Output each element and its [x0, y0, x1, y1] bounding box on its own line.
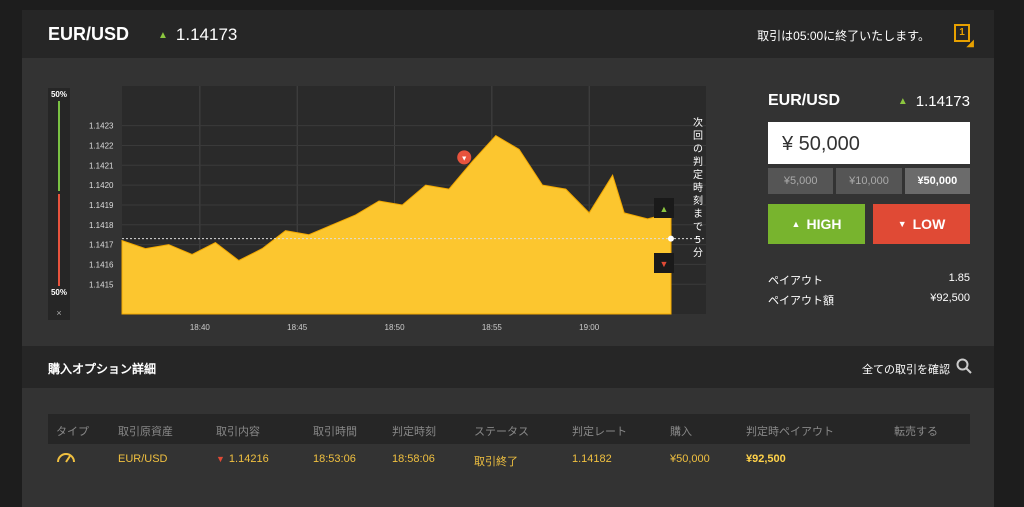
low-button-label: LOW — [912, 216, 946, 232]
col-payout: 判定時ペイアウト — [746, 426, 834, 438]
col-judge-time: 判定時刻 — [392, 426, 436, 438]
col-judge-rate: 判定レート — [572, 426, 627, 438]
row-content: ▼ 1.14216 — [216, 453, 269, 465]
trading-frame: EUR/USD ▲ 1.14173 取引は05:00に終了いたします。 1 ◢ 5… — [22, 10, 994, 507]
y-tick-label: 1.1418 — [89, 221, 114, 230]
high-button[interactable]: ▲ HIGH — [768, 204, 865, 244]
payout-amount-value: ¥92,500 — [930, 292, 970, 304]
x-tick-label: 18:40 — [190, 323, 211, 332]
col-status: ステータス — [474, 426, 529, 438]
high-marker-box — [654, 198, 674, 218]
down-arrow-icon: ▼ — [216, 454, 225, 464]
gauge-icon — [57, 453, 75, 463]
y-tick-label: 1.1422 — [89, 141, 114, 150]
y-tick-label: 1.1420 — [89, 181, 114, 190]
payout-value: 1.85 — [948, 272, 970, 284]
rate-up-icon: ▲ — [158, 30, 168, 41]
details-header: 購入オプション詳細 全ての取引を確認 — [22, 346, 994, 388]
details-title: 購入オプション詳細 — [48, 362, 157, 376]
sentiment-scale: 50% 50% × — [48, 88, 70, 320]
order-rate: ▲ 1.14173 — [898, 93, 970, 110]
row-judge-rate: 1.14182 — [572, 453, 612, 465]
trade-button-row: ▲ HIGH ▼ LOW — [768, 204, 970, 244]
col-purchase: 購入 — [670, 426, 692, 438]
x-tick-label: 19:00 — [579, 323, 600, 332]
close-notice: 取引は05:00に終了いたします。 — [757, 29, 930, 43]
asset-pair-title: EUR/USD — [48, 24, 130, 44]
order-rate-value: 1.14173 — [915, 93, 970, 110]
quick-amount-50000-button[interactable]: ¥50,000 — [904, 168, 970, 194]
top-header: EUR/USD ▲ 1.14173 取引は05:00に終了いたします。 1 ◢ — [22, 10, 994, 58]
amount-input[interactable]: ¥ 50,000 — [768, 122, 970, 164]
notice-badge-icon[interactable]: 1 — [954, 24, 970, 42]
low-arrow-icon: ▼ — [897, 219, 907, 229]
col-trade-time: 取引時間 — [313, 426, 357, 438]
high-button-label: HIGH — [806, 216, 842, 232]
entry-marker — [457, 150, 472, 165]
y-tick-label: 1.1419 — [89, 201, 114, 210]
all-trades-link[interactable]: 全ての取引を確認 — [862, 364, 950, 376]
quick-amount-row: ¥5,000 ¥10,000 ¥50,000 — [768, 168, 970, 194]
high-marker-icon: ▲ — [660, 204, 669, 214]
y-tick-label: 1.1416 — [89, 260, 114, 269]
y-tick-label: 1.1423 — [89, 122, 114, 131]
row-payout: ¥92,500 — [746, 453, 786, 465]
price-area — [121, 134, 672, 315]
search-icon[interactable] — [956, 358, 972, 374]
row-trade-time: 18:53:06 — [313, 453, 356, 465]
cursor-icon: ◢ — [966, 38, 974, 49]
scale-bottom-label: 50% — [50, 288, 67, 297]
current-rate: ▲ 1.14173 — [158, 25, 237, 45]
order-pair: EUR/USD — [768, 92, 841, 109]
low-marker-box — [654, 253, 674, 273]
order-rate-up-icon: ▲ — [897, 96, 908, 107]
quick-amount-5000-button[interactable]: ¥5,000 — [768, 168, 834, 194]
chart-panel: 50% 50% × 18:40 18:45 18:50 18:55 19:00 1.142… — [22, 58, 994, 346]
quick-amount-10000-button[interactable]: ¥10,000 — [836, 168, 902, 194]
row-content-value: 1.14216 — [228, 453, 269, 465]
y-tick-label: 1.1415 — [89, 280, 114, 289]
y-tick-label: 1.1421 — [89, 161, 114, 170]
col-asset: 取引原資産 — [118, 426, 173, 438]
low-button[interactable]: ▼ LOW — [873, 204, 970, 244]
y-tick-label: 1.1417 — [89, 241, 114, 250]
row-purchase: ¥50,000 — [670, 453, 710, 465]
scale-high-bar — [58, 101, 60, 191]
row-judge-time: 18:58:06 — [392, 453, 435, 465]
price-chart[interactable]: 18:40 18:45 18:50 18:55 19:00 1.1423 1.1422 1.1… — [82, 86, 746, 342]
table-row: EUR/USD ▼ 1.14216 18:53:06 18:58:06 取引終了 … — [48, 444, 970, 474]
entry-marker-icon: ▼ — [461, 155, 468, 162]
payout-label: ペイアウト — [768, 275, 823, 287]
col-resell: 転売する — [894, 426, 938, 438]
current-rate-dot — [667, 235, 674, 242]
countdown-text: 次回の判定時刻まで 5 分 — [693, 116, 703, 259]
scale-low-bar — [58, 194, 60, 286]
row-asset: EUR/USD — [118, 453, 168, 465]
scale-close-icon[interactable]: × — [56, 308, 62, 318]
trade-table: タイプ 取引原資産 取引内容 取引時間 判定時刻 ステータス 判定レート 購入 … — [48, 414, 970, 474]
payout-amount-label: ペイアウト額 — [768, 295, 834, 307]
high-arrow-icon: ▲ — [791, 219, 801, 229]
x-tick-label: 18:45 — [287, 323, 308, 332]
x-tick-label: 18:55 — [482, 323, 503, 332]
col-content: 取引内容 — [216, 426, 260, 438]
low-marker-icon: ▼ — [660, 259, 669, 269]
table-header: タイプ 取引原資産 取引内容 取引時間 判定時刻 ステータス 判定レート 購入 … — [48, 414, 970, 444]
current-rate-value: 1.14173 — [175, 25, 238, 44]
x-tick-label: 18:50 — [385, 323, 406, 332]
row-status: 取引終了 — [474, 456, 518, 468]
col-type: タイプ — [56, 426, 89, 438]
scale-top-label: 50% — [50, 90, 67, 99]
